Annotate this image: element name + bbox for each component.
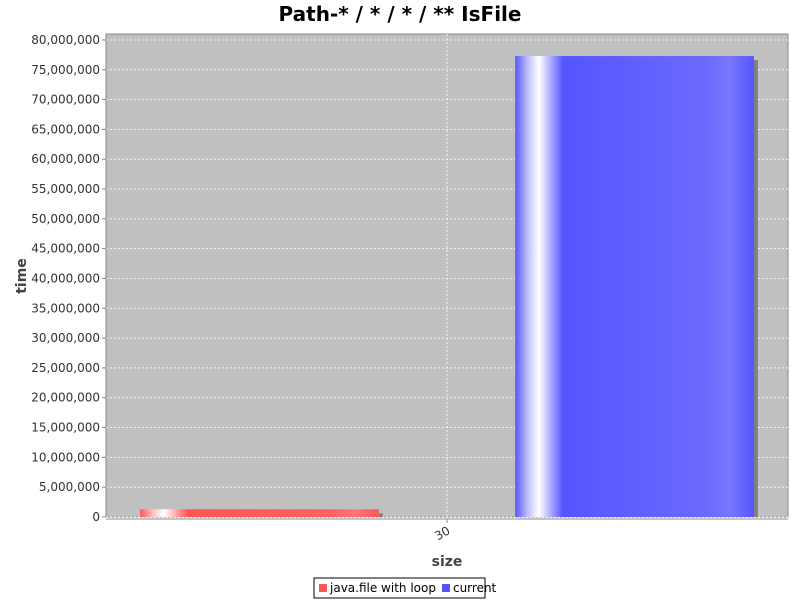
chart-title: Path-* / * / * / ** IsFile — [279, 2, 522, 26]
y-tick-label: 30,000,000 — [31, 331, 100, 345]
y-axis-ticks: 0 5,000,000 10,000,000 15,000,000 20,000,000… — [31, 33, 106, 524]
y-tick-label: 60,000,000 — [31, 152, 100, 166]
y-tick-label: 40,000,000 — [31, 271, 100, 285]
y-tick-label: 55,000,000 — [31, 182, 100, 196]
y-tick-label: 80,000,000 — [31, 33, 100, 47]
y-tick-label: 25,000,000 — [31, 361, 100, 375]
y-tick-label: 5,000,000 — [39, 480, 100, 494]
legend-swatch — [441, 584, 450, 592]
y-tick-label: 20,000,000 — [31, 391, 100, 405]
legend-swatch — [319, 584, 327, 592]
y-tick-label: 45,000,000 — [31, 242, 100, 256]
legend-box — [313, 577, 486, 599]
x-axis-label: size — [432, 554, 463, 570]
y-tick-label: 70,000,000 — [31, 93, 100, 107]
legend-label: java.file with loop — [329, 581, 436, 595]
y-tick-label: 35,000,000 — [31, 301, 100, 315]
x-axis-ticks: 30 — [432, 519, 453, 543]
legend-label: current — [453, 581, 497, 595]
y-axis-label: time — [14, 258, 30, 294]
y-tick-label: 75,000,000 — [31, 63, 100, 77]
y-tick-label: 10,000,000 — [31, 450, 100, 464]
y-tick-label: 15,000,000 — [31, 421, 100, 435]
y-tick-label: 0 — [92, 510, 100, 524]
bar-current — [515, 56, 754, 518]
bar-java-file-with-loop — [140, 509, 379, 517]
bars — [140, 56, 758, 518]
legend: java.file with loop current — [313, 577, 497, 599]
x-tick-label: 30 — [432, 523, 452, 543]
y-tick-label: 65,000,000 — [31, 122, 100, 136]
y-tick-label: 50,000,000 — [31, 212, 100, 226]
